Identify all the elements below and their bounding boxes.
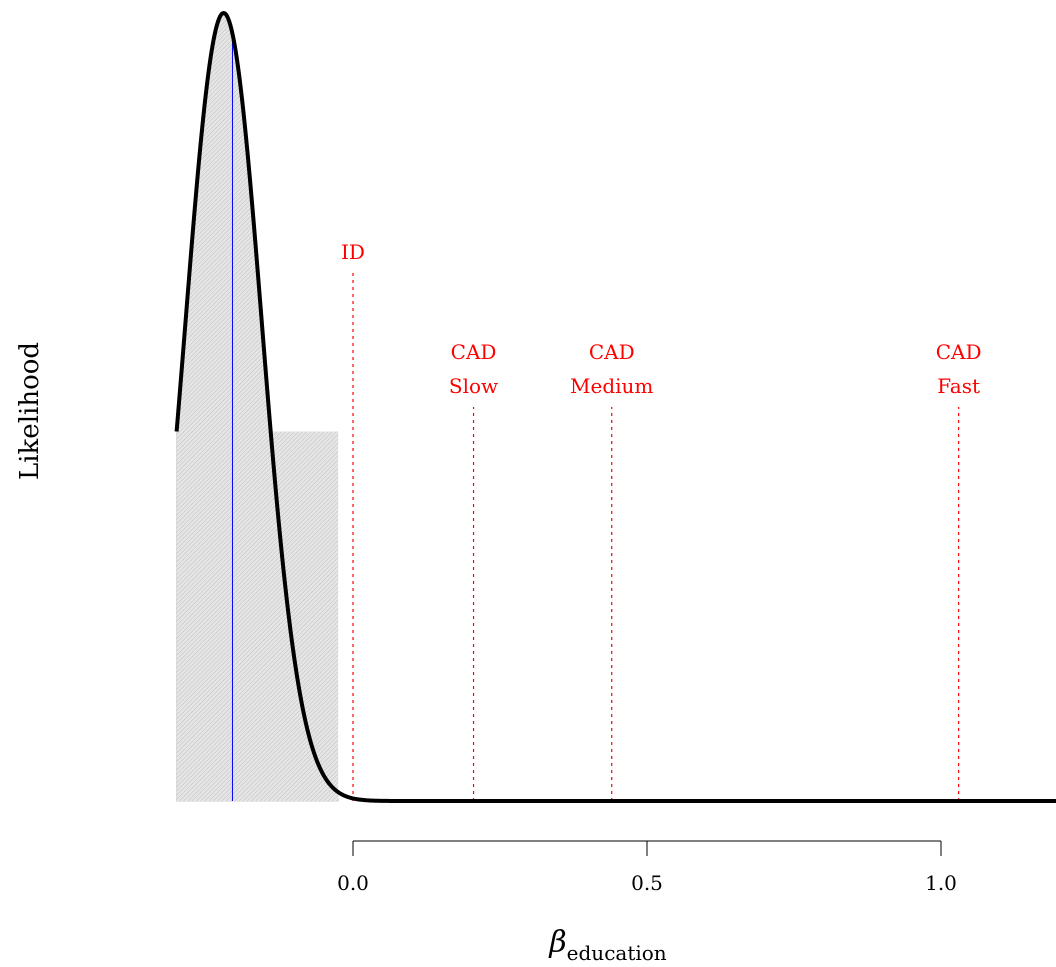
x-axis-title: βeducation xyxy=(548,925,666,965)
reference-label: Fast xyxy=(937,374,980,398)
likelihood-curve xyxy=(174,11,1056,803)
reference-label: CAD xyxy=(451,340,497,364)
x-tick-label: 0.5 xyxy=(631,871,663,895)
reference-label: ID xyxy=(341,240,365,264)
reference-label: Slow xyxy=(449,374,498,398)
reference-label: Medium xyxy=(570,374,653,398)
x-axis-title-symbol: β xyxy=(548,925,566,960)
reference-label: CAD xyxy=(936,340,982,364)
x-tick-label: 0.0 xyxy=(337,871,369,895)
x-tick-label: 1.0 xyxy=(925,871,957,895)
y-axis-title: Likelihood xyxy=(15,342,45,480)
shaded-box xyxy=(176,431,339,801)
reference-label: CAD xyxy=(589,340,635,364)
x-axis-title-subscript: education xyxy=(567,941,667,965)
